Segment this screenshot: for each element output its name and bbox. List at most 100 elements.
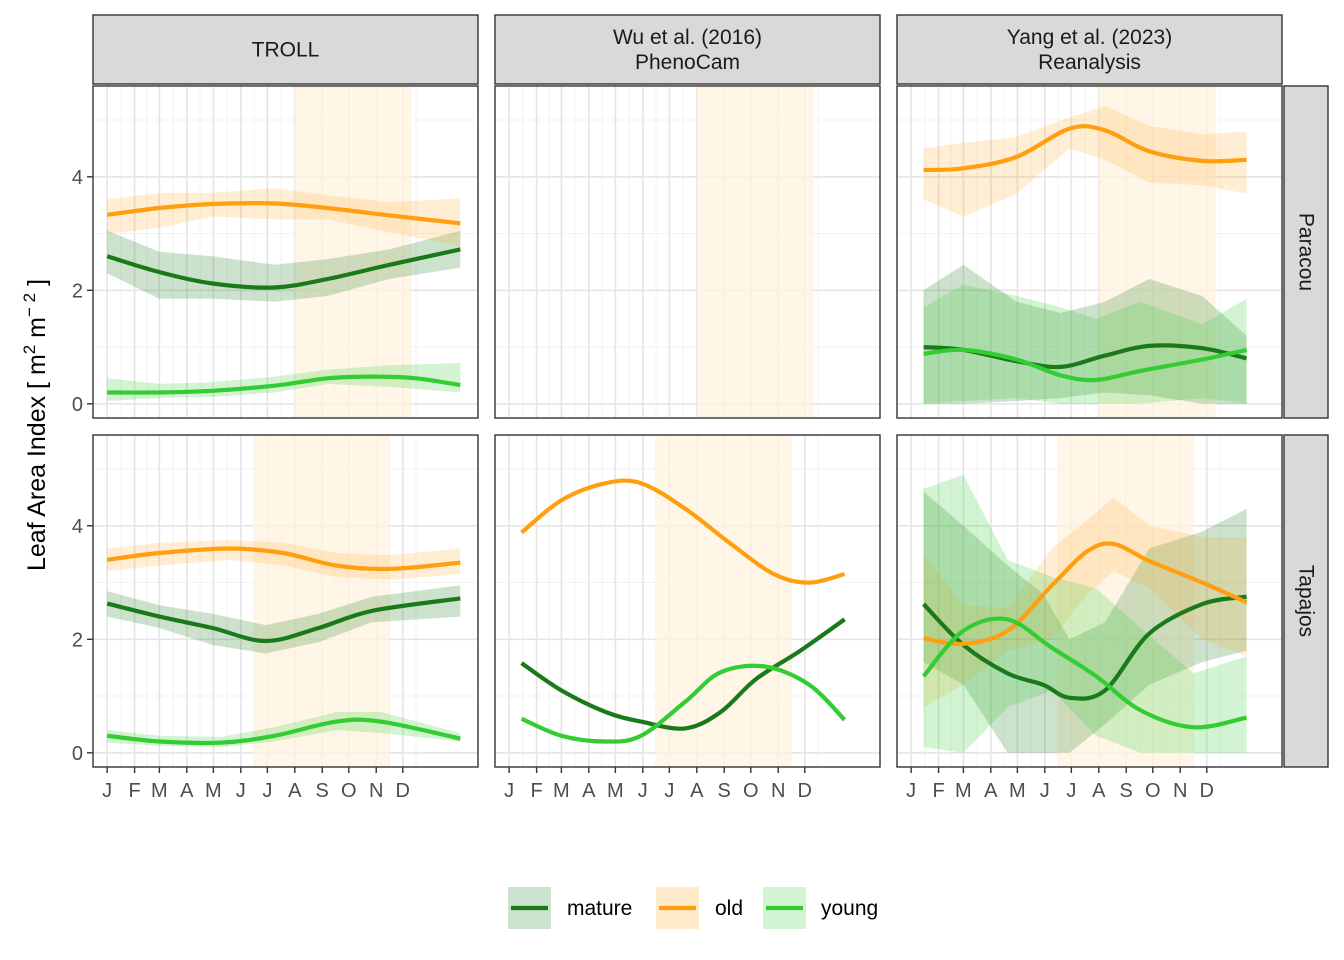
x-tick-label: J bbox=[102, 780, 112, 802]
y-tick-label: 2 bbox=[72, 629, 83, 651]
panel-tapajos-2 bbox=[494, 434, 881, 768]
x-tick-label: O bbox=[341, 780, 357, 802]
x-tick-label: A bbox=[288, 780, 302, 802]
x-tick-label: S bbox=[316, 780, 329, 802]
panel-tapajos-3 bbox=[896, 434, 1283, 768]
line-mature bbox=[520, 617, 846, 731]
dry-season-band bbox=[294, 86, 412, 418]
ribbon-mature bbox=[923, 264, 1247, 404]
line-young bbox=[520, 663, 847, 744]
dry-season-band bbox=[1057, 435, 1194, 767]
x-tick-label: M bbox=[955, 780, 972, 802]
row-strip: Tapajos bbox=[1283, 434, 1329, 768]
x-tick-label: A bbox=[582, 780, 596, 802]
legend: mature old young bbox=[508, 887, 878, 929]
panel-tapajos-1 bbox=[92, 434, 479, 768]
y-axis-title: Leaf Area Index [ m2 m− 2 ] bbox=[20, 279, 51, 571]
legend-label: old bbox=[715, 897, 743, 920]
x-tick-label: J bbox=[664, 780, 674, 802]
x-tick-label: M bbox=[607, 780, 624, 802]
x-tick-label: M bbox=[553, 780, 570, 802]
line-mature bbox=[922, 594, 1247, 701]
x-tick-label: F bbox=[932, 780, 944, 802]
x-tick-label: J bbox=[262, 780, 272, 802]
ribbon-old bbox=[923, 497, 1247, 708]
legend-label: young bbox=[821, 897, 878, 920]
facet-panels bbox=[92, 85, 1283, 768]
x-tick-label: S bbox=[718, 780, 731, 802]
x-tick-label: J bbox=[504, 780, 514, 802]
legend-item-young: young bbox=[763, 887, 878, 929]
x-tick-label: A bbox=[180, 780, 194, 802]
strip-label: PhenoCam bbox=[635, 51, 740, 74]
panel-border bbox=[494, 434, 881, 768]
x-tick-label: D bbox=[396, 780, 410, 802]
x-tick-label: N bbox=[369, 780, 383, 802]
x-tick-label: A bbox=[1092, 780, 1106, 802]
panel-border bbox=[92, 85, 479, 419]
line-young bbox=[107, 374, 461, 395]
line-young bbox=[106, 717, 461, 746]
legend-item-old: old bbox=[656, 887, 743, 929]
line-mature bbox=[106, 247, 461, 290]
y-tick-label: 4 bbox=[72, 516, 83, 538]
x-tick-label: D bbox=[798, 780, 812, 802]
x-tick-label: A bbox=[690, 780, 704, 802]
strip-label: TROLL bbox=[252, 39, 320, 62]
ribbon-old bbox=[107, 188, 461, 246]
line-mature bbox=[106, 596, 461, 644]
strip-label: Yang et al. (2023) bbox=[1007, 26, 1172, 49]
x-tick-label: D bbox=[1200, 780, 1214, 802]
line-old bbox=[923, 541, 1248, 647]
y-tick-label: 0 bbox=[72, 394, 83, 416]
x-tick-label: N bbox=[771, 780, 785, 802]
y-tick-label: 4 bbox=[72, 167, 83, 189]
line-old bbox=[106, 546, 461, 572]
panel-border bbox=[896, 434, 1283, 768]
y-tick-label: 0 bbox=[72, 743, 83, 765]
panel-paracou-3 bbox=[896, 85, 1283, 419]
legend-label: mature bbox=[567, 897, 632, 920]
panel-paracou-1 bbox=[92, 85, 479, 419]
x-tick-label: M bbox=[151, 780, 168, 802]
row-strip: Paracou bbox=[1283, 85, 1329, 419]
dry-season-band bbox=[655, 435, 792, 767]
panel-border bbox=[896, 85, 1283, 419]
strip-label: Reanalysis bbox=[1038, 51, 1141, 74]
ribbon-young bbox=[923, 284, 1247, 404]
strip-label: Tapajos bbox=[1295, 565, 1318, 637]
dry-season-band bbox=[253, 435, 390, 767]
panel-background bbox=[495, 86, 880, 418]
line-old bbox=[520, 478, 846, 585]
line-old bbox=[923, 124, 1247, 173]
strip-label: Wu et al. (2016) bbox=[613, 26, 762, 49]
column-strip: Wu et al. (2016)PhenoCam bbox=[494, 14, 881, 85]
x-tick-label: O bbox=[1145, 780, 1161, 802]
legend-item-mature: mature bbox=[508, 887, 632, 929]
x-tick-label: O bbox=[743, 780, 759, 802]
panel-border bbox=[494, 85, 881, 419]
ribbon-mature bbox=[923, 491, 1247, 753]
panel-background bbox=[93, 86, 478, 418]
strip-background bbox=[1283, 85, 1329, 419]
x-tick-label: F bbox=[128, 780, 140, 802]
ribbon-mature bbox=[107, 230, 461, 302]
x-tick-label: S bbox=[1120, 780, 1133, 802]
line-young bbox=[921, 616, 1248, 730]
column-strip: Yang et al. (2023)Reanalysis bbox=[896, 14, 1283, 85]
x-tick-label: A bbox=[984, 780, 998, 802]
strip-background bbox=[1283, 434, 1329, 768]
panel-border bbox=[92, 434, 479, 768]
line-old bbox=[106, 201, 461, 226]
strip-background bbox=[92, 14, 479, 85]
ribbon-mature bbox=[107, 585, 461, 654]
line-young bbox=[923, 347, 1248, 383]
x-tick-label: F bbox=[530, 780, 542, 802]
x-tick-label: J bbox=[638, 780, 648, 802]
x-tick-label: N bbox=[1173, 780, 1187, 802]
y-tick-label: 2 bbox=[72, 280, 83, 302]
x-tick-label: J bbox=[906, 780, 916, 802]
x-tick-label: J bbox=[236, 780, 246, 802]
